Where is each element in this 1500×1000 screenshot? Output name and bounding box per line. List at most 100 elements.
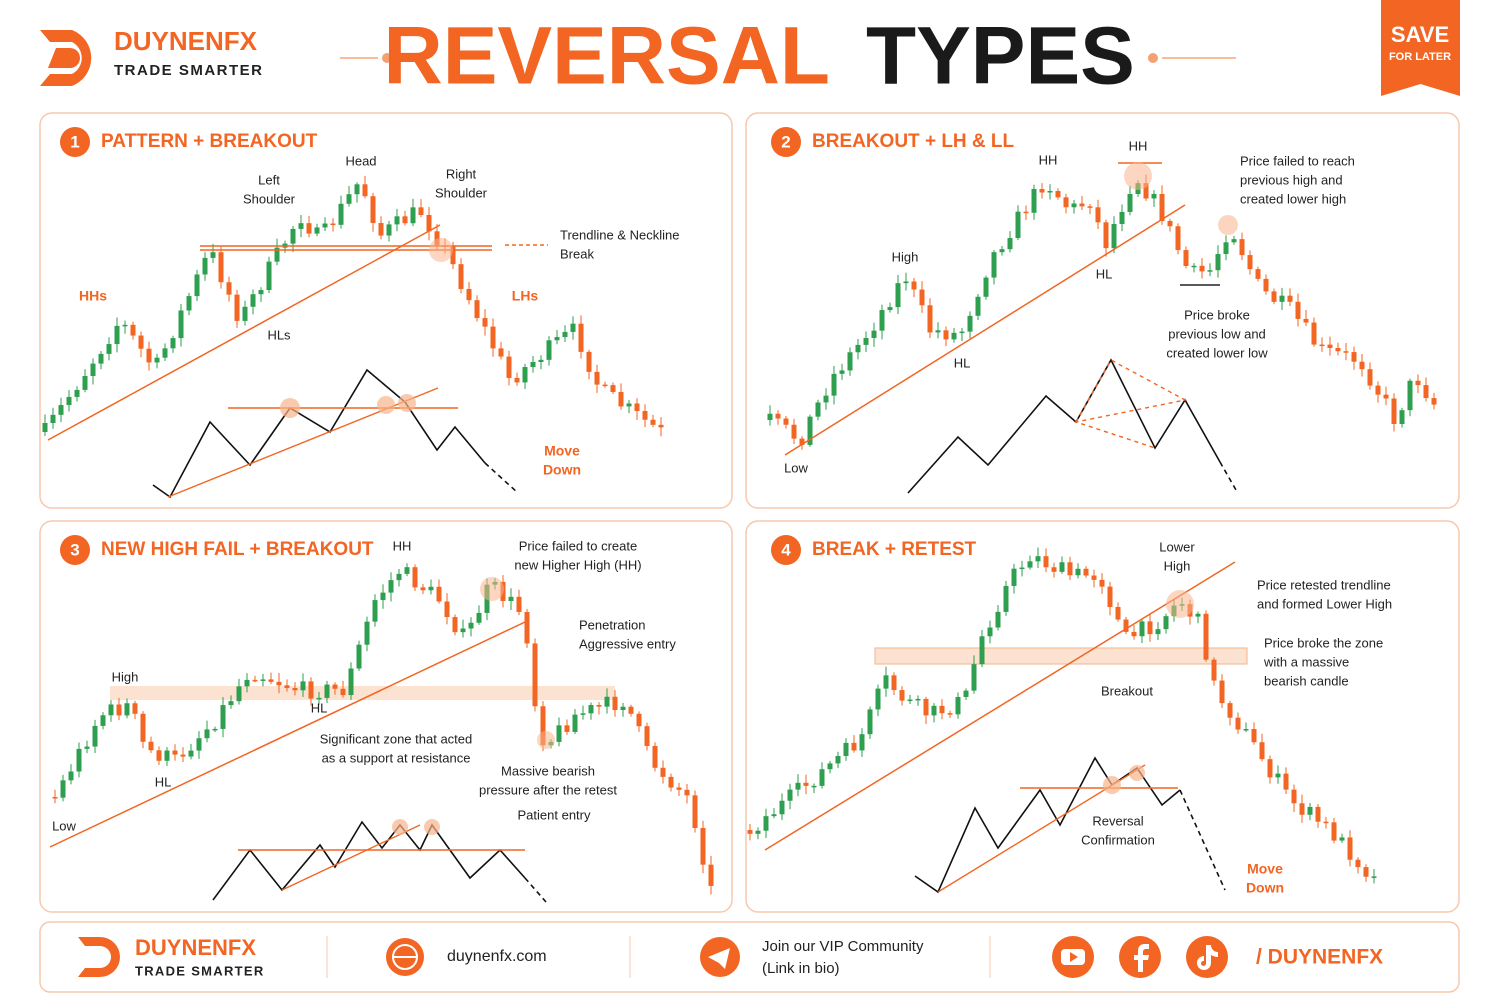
candle-body <box>1107 586 1113 608</box>
candle-body <box>596 705 602 707</box>
candle-body <box>684 789 690 796</box>
candle-body <box>1355 859 1361 868</box>
candle-body <box>963 690 969 697</box>
panel-number: 2 <box>781 132 790 151</box>
candle-body <box>911 281 917 290</box>
candle-body <box>444 601 450 618</box>
community: Join our VIP Community <box>762 938 924 955</box>
candle-body <box>250 294 256 307</box>
candle-body <box>124 703 130 716</box>
highlight <box>1218 215 1238 235</box>
brand-tagline: TRADE SMARTER <box>114 62 264 79</box>
annotation: created lower high <box>1240 191 1346 206</box>
decor-dot <box>1148 53 1158 63</box>
candle-body <box>1319 344 1325 347</box>
candle-body <box>1235 717 1241 730</box>
candle-body <box>1219 680 1225 704</box>
candle-body <box>210 252 216 258</box>
candle-body <box>594 371 600 385</box>
candle-body <box>1311 322 1317 345</box>
save-sub: FOR LATER <box>1389 51 1451 63</box>
candle-body <box>364 621 370 645</box>
candle-body <box>396 573 402 581</box>
candle-body <box>1227 703 1233 718</box>
annotation: High <box>1164 558 1191 573</box>
panel-number: 3 <box>70 540 79 559</box>
candle-body <box>1159 193 1165 221</box>
annotation: Trendline & Neckline <box>560 227 679 242</box>
candle-body <box>955 696 961 715</box>
candle-body <box>1091 575 1097 580</box>
candle-body <box>116 704 122 716</box>
candle-body <box>1063 197 1069 208</box>
candle-body <box>811 785 817 788</box>
annotation: Price failed to reach <box>1240 153 1355 168</box>
annotation: bearish candle <box>1264 673 1349 688</box>
candle-body <box>1279 295 1285 302</box>
candle-body <box>1307 806 1313 815</box>
candle-body <box>1215 254 1221 271</box>
candle-body <box>875 688 881 710</box>
logo-mark <box>40 30 92 86</box>
panel-title: BREAKOUT + LH & LL <box>812 131 1015 152</box>
candle-body <box>1211 659 1217 681</box>
candle-body <box>1203 613 1209 660</box>
candle-body <box>1055 190 1061 198</box>
candle-body <box>260 679 266 681</box>
candle-body <box>879 310 885 331</box>
candle-body <box>827 763 833 770</box>
candle-body <box>218 252 224 283</box>
annotation: as a support at resistance <box>322 750 471 765</box>
annotation: Lower <box>1159 539 1195 554</box>
candle-body <box>915 698 921 701</box>
candle-body <box>476 612 482 623</box>
candle-body <box>771 814 777 817</box>
candle-body <box>122 324 128 327</box>
candle-body <box>1407 380 1413 411</box>
schematic <box>914 756 1181 894</box>
candle-body <box>1167 220 1173 227</box>
annotation: Move <box>544 443 580 459</box>
candle-body <box>98 353 104 364</box>
annotation: Reversal <box>1092 813 1143 828</box>
save-ribbon <box>1381 0 1460 96</box>
candle-body <box>506 356 512 378</box>
candle-body <box>1099 579 1105 587</box>
save-label: SAVE <box>1391 22 1449 47</box>
candle-body <box>951 332 957 340</box>
website[interactable]: duynenfx.com <box>447 948 547 965</box>
candle-body <box>316 697 322 700</box>
facebook-icon <box>1134 944 1149 972</box>
candle-body <box>979 636 985 665</box>
annotation: Down <box>1246 880 1284 896</box>
candle-body <box>588 705 594 714</box>
candle-body <box>851 742 857 751</box>
annotation: LHs <box>512 288 539 304</box>
candle-body <box>330 223 336 226</box>
candle-body <box>634 403 640 411</box>
candle-body <box>436 586 442 602</box>
candle-body <box>466 288 472 301</box>
candle-body <box>899 690 905 701</box>
highlight <box>480 577 504 601</box>
candle-body <box>1339 837 1345 841</box>
annotation: HLs <box>267 327 291 342</box>
schematic-dashed <box>1073 359 1188 449</box>
candle-body <box>652 745 658 768</box>
footer-logo <box>78 937 120 977</box>
candle-body <box>482 318 488 327</box>
candle-body <box>1359 361 1365 370</box>
candle-body <box>66 396 72 406</box>
candle-body <box>971 664 977 691</box>
annotation: Price failed to create <box>519 538 638 553</box>
candle-body <box>530 361 536 368</box>
panel-frame <box>745 520 1460 913</box>
dot <box>424 819 440 835</box>
candle-body <box>562 331 568 338</box>
candle-body <box>1347 837 1353 860</box>
candle-body <box>274 247 280 262</box>
candle-body <box>332 684 338 689</box>
support-zone <box>874 647 1248 665</box>
trendline <box>47 224 441 441</box>
